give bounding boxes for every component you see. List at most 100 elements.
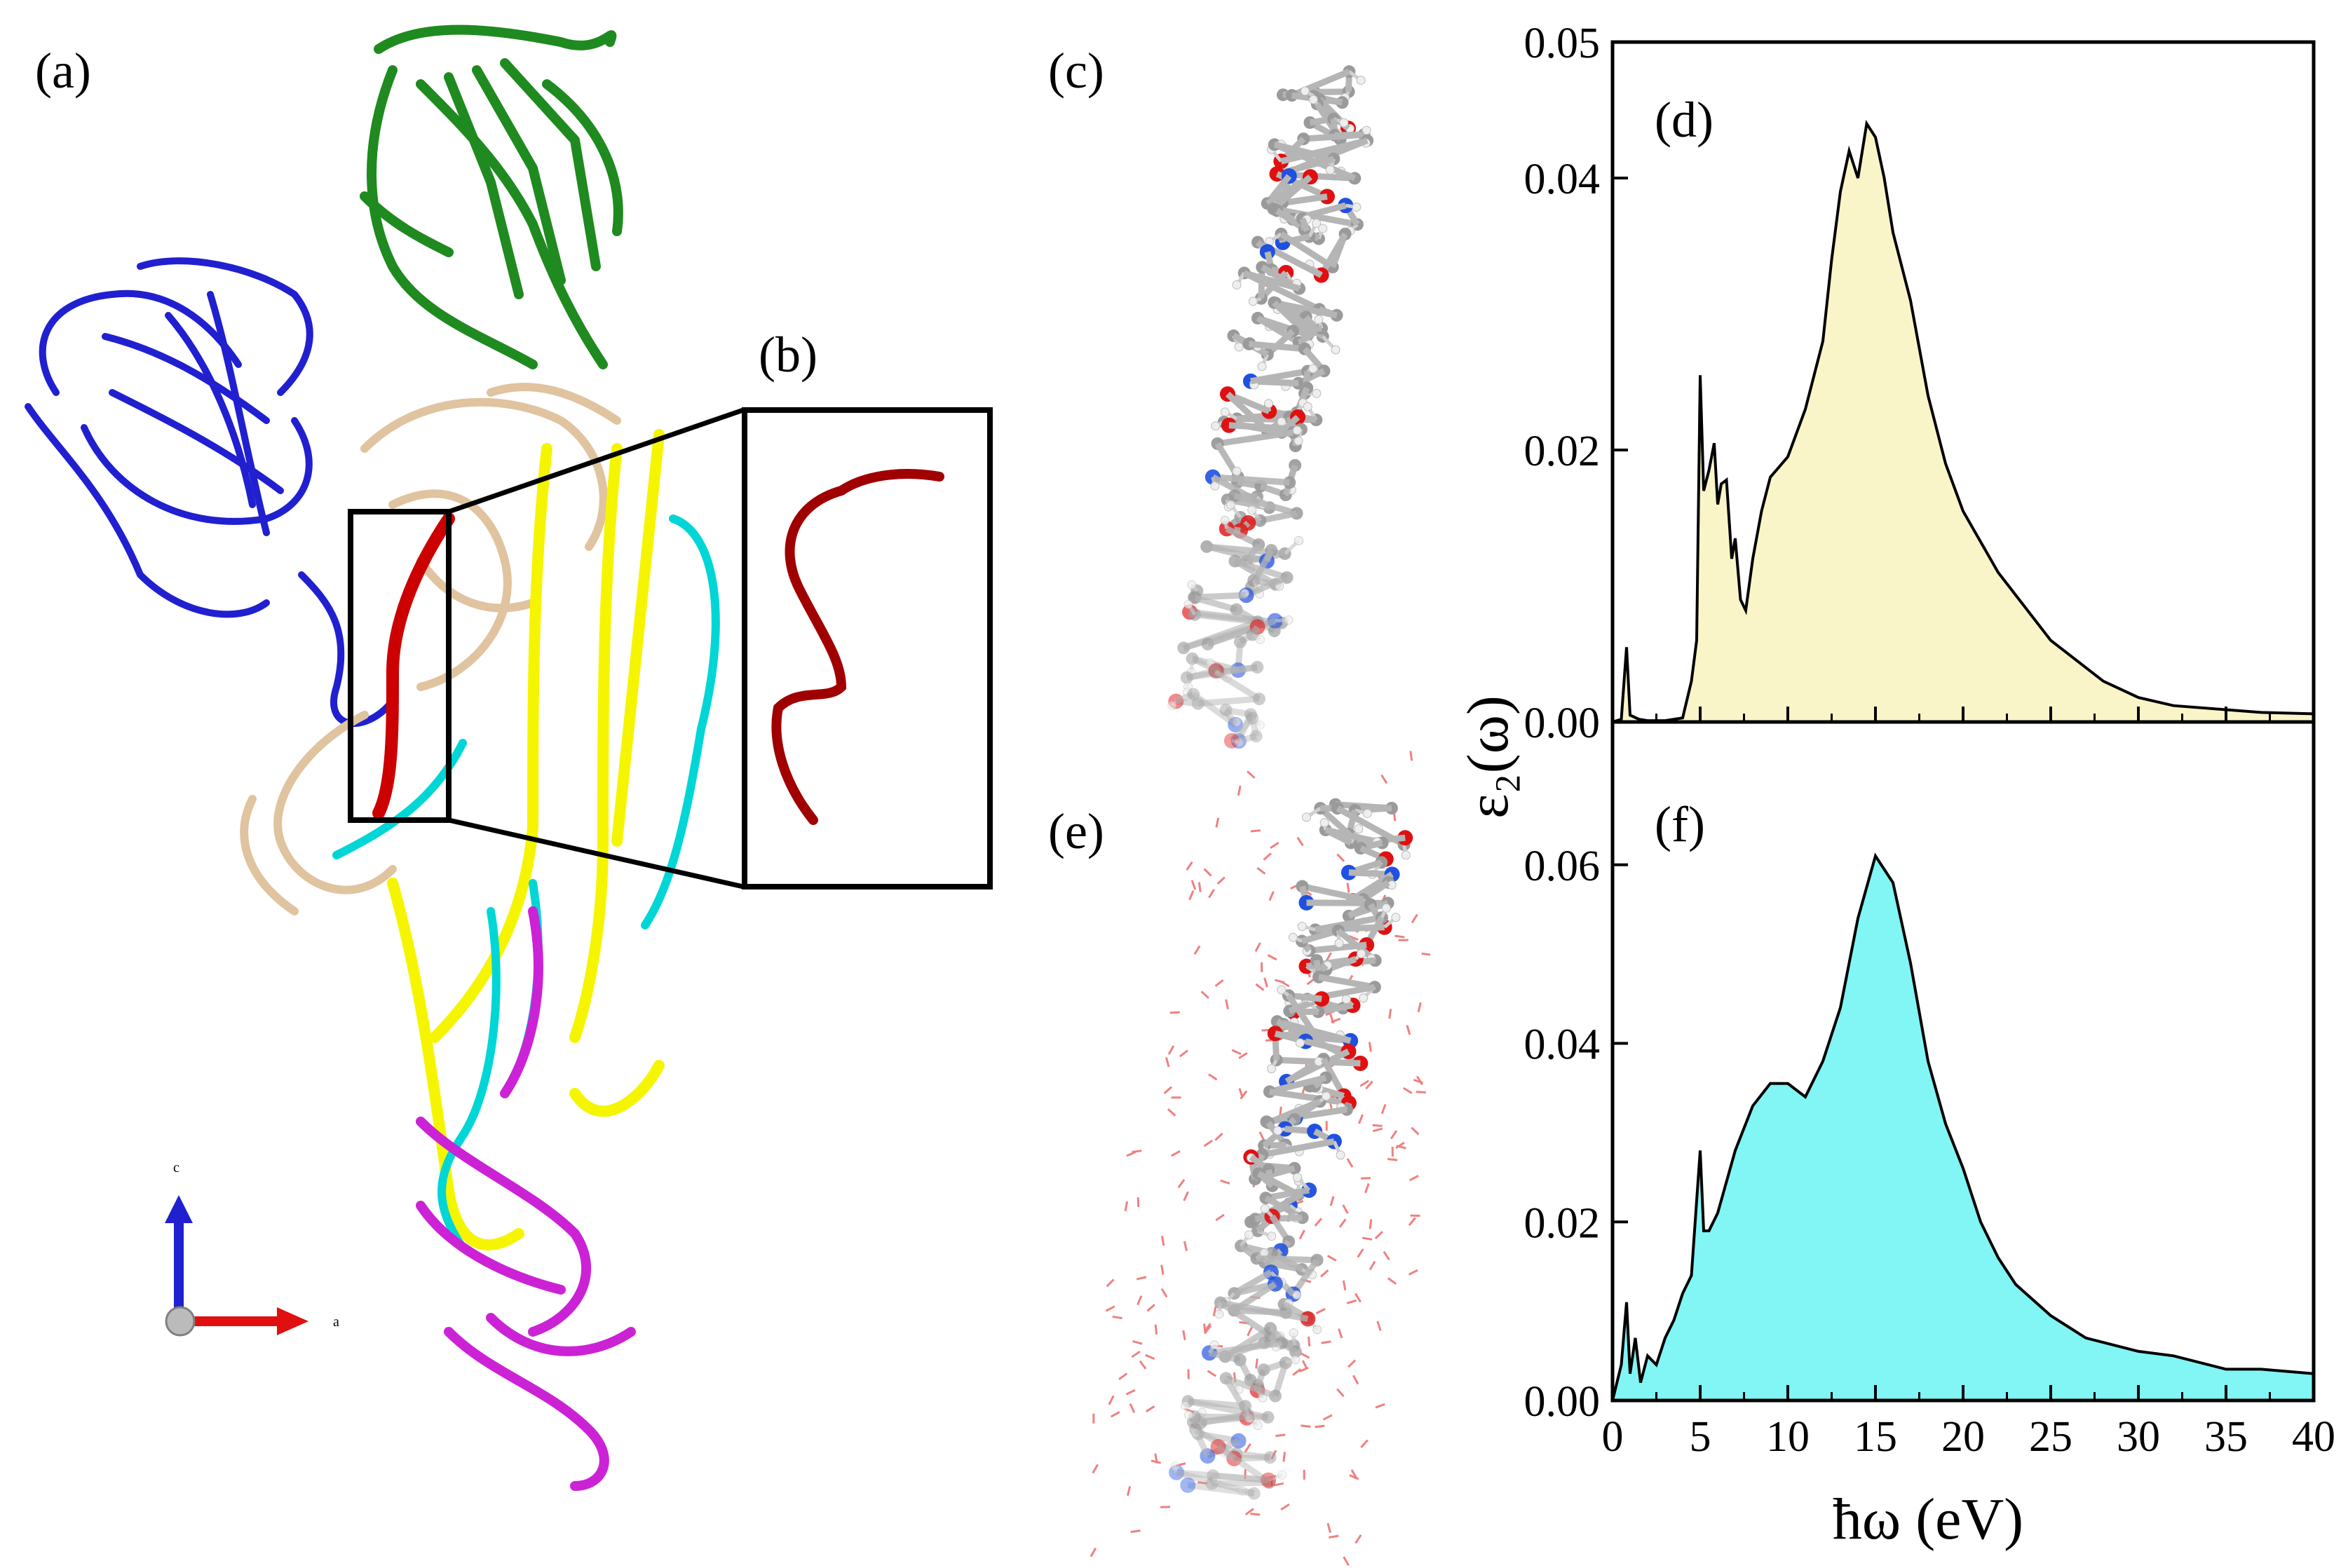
- bond: [1237, 732, 1257, 744]
- chart-f-line: [1611, 852, 2314, 1401]
- water-molecule: [1238, 1051, 1248, 1059]
- water-molecule: [1207, 1370, 1217, 1377]
- water-molecule: [1129, 1403, 1136, 1413]
- water-molecule: [1240, 1090, 1248, 1100]
- water-molecule: [1375, 1403, 1385, 1409]
- bond: [1251, 716, 1261, 727]
- red-loop: [372, 512, 455, 819]
- bond: [1209, 1475, 1216, 1485]
- water-molecule: [1197, 1481, 1208, 1485]
- water-molecule: [1160, 1288, 1168, 1298]
- water-molecule: [1200, 990, 1209, 1000]
- water-molecule: [1124, 1201, 1129, 1212]
- bond: [1271, 174, 1312, 212]
- bond: [1212, 1474, 1218, 1481]
- water-molecule: [1369, 1219, 1373, 1229]
- bond: [1267, 1098, 1322, 1126]
- bond: [1273, 141, 1335, 163]
- water-molecule: [1321, 1340, 1331, 1344]
- water-molecule: [1151, 1459, 1161, 1464]
- atom: [1303, 402, 1312, 411]
- water-molecule: [1132, 1150, 1142, 1153]
- atom: [1187, 688, 1200, 701]
- atom: [1352, 203, 1362, 212]
- atom: [1277, 1470, 1287, 1480]
- chart-f-xtick-label: 10: [1766, 1413, 1810, 1461]
- water-molecule: [1280, 1503, 1290, 1511]
- chart-d-f: 0.00 0.02 0.04 0.05 0.00 0.02 0.04 0.06 0 5 10 15 2…: [1455, 20, 2335, 1552]
- water-molecule: [1411, 913, 1418, 924]
- chart-d-area: [1613, 123, 2314, 722]
- water-molecule: [1215, 1213, 1225, 1222]
- atom: [1319, 189, 1335, 205]
- atom: [1260, 1204, 1270, 1213]
- protein-structure-illustration: c a: [25, 25, 993, 1491]
- atom: [1325, 165, 1335, 175]
- atom: [1300, 86, 1310, 96]
- chart-f-xtick-label: 0: [1602, 1413, 1624, 1461]
- water-molecule: [1176, 1462, 1186, 1467]
- water-molecule: [1369, 1260, 1376, 1271]
- atom: [1263, 1476, 1276, 1489]
- bond: [1176, 1469, 1269, 1484]
- atom: [1191, 697, 1204, 710]
- water-molecule: [1216, 876, 1226, 885]
- bond: [1318, 805, 1351, 837]
- chart-d-line: [1612, 119, 2314, 723]
- bond: [1250, 368, 1308, 385]
- water-molecule: [1325, 952, 1332, 962]
- chart-f-xtick-label: 5: [1690, 1413, 1711, 1461]
- atom: [1362, 808, 1372, 818]
- bond: [1269, 1088, 1350, 1107]
- atom: [1257, 362, 1267, 371]
- atom: [1184, 1410, 1194, 1420]
- water-molecule: [1214, 979, 1224, 988]
- molecule-illustrations: [1090, 65, 1430, 1567]
- atom: [1267, 1232, 1277, 1241]
- bond: [1265, 1187, 1310, 1201]
- atom: [1322, 1091, 1331, 1101]
- water-molecule: [1225, 999, 1229, 1009]
- water-molecule: [1342, 1280, 1347, 1290]
- atom: [1255, 634, 1265, 644]
- water-molecule: [1244, 1508, 1254, 1516]
- water-molecule: [1267, 954, 1277, 961]
- water-molecule: [1136, 1276, 1147, 1281]
- atom: [1221, 1448, 1230, 1458]
- water-molecule: [1255, 983, 1265, 991]
- water-molecule: [1346, 1299, 1357, 1304]
- water-molecule: [1365, 1080, 1373, 1090]
- water-molecule: [1372, 1124, 1383, 1127]
- atom: [1312, 388, 1322, 398]
- water-molecule: [1343, 1556, 1350, 1567]
- atom: [1183, 687, 1193, 697]
- bond: [1170, 700, 1178, 707]
- water-molecule: [1355, 1534, 1362, 1544]
- water-molecule: [1203, 868, 1212, 877]
- water-molecule: [1255, 1358, 1258, 1369]
- atom: [1294, 536, 1303, 545]
- water-molecule: [1383, 1250, 1390, 1261]
- water-molecule: [1409, 751, 1413, 761]
- water-molecule: [1247, 770, 1256, 779]
- atom: [1183, 599, 1193, 609]
- water-molecule: [1362, 1236, 1373, 1241]
- water-molecule: [1387, 1277, 1397, 1285]
- water-molecule: [1263, 852, 1272, 861]
- water-molecule: [1212, 1306, 1217, 1316]
- bond: [1173, 1466, 1179, 1473]
- chart-d-ytick-label: 0.02: [1524, 428, 1601, 475]
- water-molecule: [1402, 1087, 1413, 1094]
- atom: [1248, 296, 1258, 306]
- bond: [1212, 474, 1290, 486]
- water-molecule: [1145, 1354, 1155, 1361]
- axis-a-label: a: [333, 1314, 339, 1330]
- water-molecule: [1416, 1091, 1426, 1094]
- atom: [1334, 939, 1344, 948]
- chart-f-ytick-label: 0.06: [1524, 843, 1601, 890]
- water-molecule: [1275, 1433, 1286, 1438]
- atom: [1318, 224, 1328, 233]
- water-molecule: [1357, 1114, 1364, 1124]
- water-molecule: [1182, 1330, 1186, 1341]
- atom: [1339, 118, 1349, 128]
